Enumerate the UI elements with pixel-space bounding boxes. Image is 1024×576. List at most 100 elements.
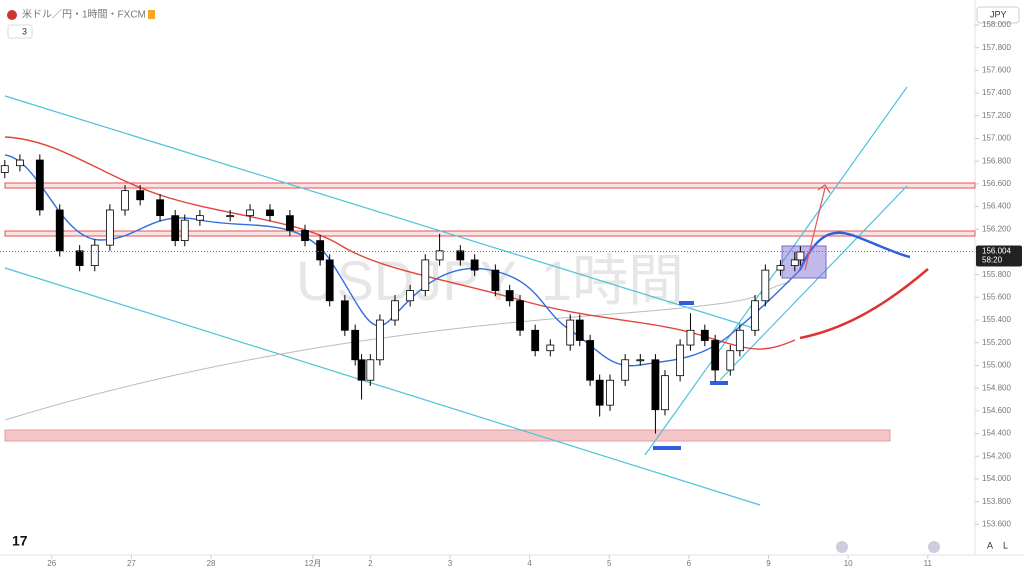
candle-body [357,359,366,381]
candle-body [35,159,44,211]
indicator-count: 3 [22,26,27,36]
marker [710,381,728,385]
watermark: USDJPY, 1時間 [296,249,684,312]
y-tick-label: 154.400 [982,429,1011,438]
last-price-box [976,245,1022,267]
candle-body [421,259,430,291]
y-tick-label: 157.400 [982,88,1011,97]
y-tick-label: 153.800 [982,497,1011,506]
x-tick-label: 9 [766,559,771,568]
y-tick-label: 154.000 [982,474,1011,483]
y-tick-label: 156.600 [982,179,1011,188]
candle-body [351,329,360,361]
channel-line [644,86,908,456]
candle-body [406,290,415,302]
y-tick-label: 153.600 [982,519,1011,528]
candle-body [776,265,785,271]
y-tick-label: 157.600 [982,65,1011,74]
x-tick-label: 6 [687,559,692,568]
candle-body [316,240,325,261]
last-price-label: 156.004 [982,247,1011,256]
event-icon[interactable] [836,541,848,553]
highlight-box [781,245,827,279]
channel-line [719,185,908,381]
candle-body [735,329,744,352]
currency-button[interactable] [976,6,1020,24]
resistance-zone [4,230,976,237]
candle-body [621,359,630,381]
candle-body [761,269,770,302]
flag-icon [7,10,17,20]
candle-body [136,190,145,201]
y-tick-label: 155.000 [982,361,1011,370]
candle-body [700,329,709,341]
arrow [804,184,831,271]
channel-line [4,267,761,506]
y-tick-label: 156.800 [982,156,1011,165]
candle-body [676,344,685,377]
flag [148,10,155,19]
candle-body [470,259,479,271]
candle-body [16,159,24,167]
candle-body [531,329,540,352]
indicator-toggle[interactable] [7,24,33,39]
candle-body [246,209,254,217]
x-tick-label: 27 [127,559,136,568]
candle-body [796,251,805,261]
x-tick-label: 28 [207,559,216,568]
candle-body [491,269,500,291]
candle-body [790,259,799,266]
candle-body [636,359,645,362]
resistance-zone [4,182,976,189]
candle-body [55,209,64,252]
candle-body [325,259,334,302]
candle-body [375,319,384,361]
logo: 17 [12,533,28,549]
y-tick-label: 156.200 [982,224,1011,233]
candle-body [285,215,294,231]
y-tick-label: 154.200 [982,451,1011,460]
candle-body [546,344,555,352]
projection-curve [798,231,911,271]
symbol-title: 米ドル／円・1時間・FXCM [22,8,146,21]
candle-body [661,375,669,411]
log-scale[interactable]: L [1003,540,1008,550]
candle-body [340,300,349,331]
x-tick-label: 2 [368,559,373,568]
candle-body [435,250,444,261]
ma-200 [4,281,791,421]
x-tick-label: 26 [47,559,56,568]
candle-body [106,209,114,246]
candle-body [75,250,84,266]
x-tick-label: 5 [607,559,612,568]
x-tick-label: 4 [527,559,532,568]
candle-body [456,250,465,261]
event-icon[interactable] [928,541,940,553]
candle-body [391,300,399,321]
candle-body [686,329,695,346]
ma-short [4,154,801,367]
y-tick-label: 155.600 [982,292,1011,301]
currency-label: JPY [990,9,1007,19]
candle-body [505,290,514,302]
candle-body [651,359,660,411]
candle-body [180,219,189,242]
marker [653,446,681,450]
y-tick-label: 154.600 [982,406,1011,415]
x-tick-label: 11 [924,559,933,568]
y-tick-label: 158.000 [982,20,1011,29]
candle-body [121,190,129,211]
candle-body [226,215,235,218]
support-zone [4,429,891,442]
channel-line [4,95,761,331]
y-tick-label: 157.200 [982,111,1011,120]
marker [679,301,694,305]
candle-body [366,359,375,381]
x-tick-label: 12月 [305,559,322,568]
auto-scale[interactable]: A [987,540,993,550]
ma-medium [4,136,796,350]
candle-body [90,244,99,266]
candle-body [606,379,614,406]
